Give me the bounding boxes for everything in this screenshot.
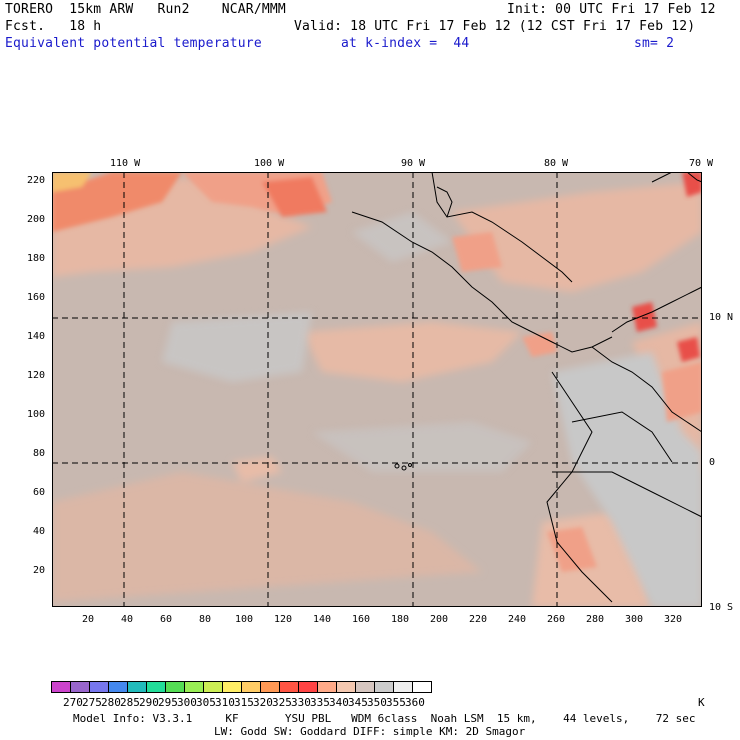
lat-label: 10 N [709, 312, 734, 323]
x-tick-label: 160 [352, 614, 371, 625]
colorbar-tick-label: 290 [139, 696, 159, 709]
colorbar-tick-label: 300 [177, 696, 197, 709]
colorbar-swatch [317, 681, 337, 693]
colorbar-tick-label: 340 [329, 696, 349, 709]
colorbar-swatch [355, 681, 375, 693]
map-plot [52, 172, 702, 607]
y-tick-label: 80 [32, 448, 45, 459]
lon-label: 80 W [544, 158, 569, 169]
y-tick-label: 20 [32, 565, 45, 576]
x-tick-label: 120 [274, 614, 293, 625]
y-tick-label: 140 [26, 331, 45, 342]
colorbar-tick-label: 285 [120, 696, 140, 709]
lon-label: 100 W [254, 158, 285, 169]
colorbar [51, 681, 432, 693]
x-tick-label: 260 [547, 614, 566, 625]
x-tick-label: 180 [391, 614, 410, 625]
colorbar-tick-label: 360 [405, 696, 425, 709]
colorbar-swatch [298, 681, 318, 693]
physics-info: LW: Godd SW: Goddard DIFF: simple KM: 2D… [214, 725, 526, 738]
colorbar-swatch [108, 681, 128, 693]
x-tick-label: 300 [625, 614, 644, 625]
colorbar-swatch [70, 681, 90, 693]
colorbar-tick-label: 280 [101, 696, 121, 709]
x-tick-label: 200 [430, 614, 449, 625]
colorbar-tick-label: 270 [63, 696, 83, 709]
colorbar-tick-label: 350 [367, 696, 387, 709]
lon-label: 110 W [110, 158, 141, 169]
y-tick-label: 120 [26, 370, 45, 381]
colorbar-unit: K [698, 696, 705, 709]
colorbar-swatch [165, 681, 185, 693]
forecast-hour: Fcst. 18 h [5, 19, 102, 34]
level-index: at k-index = 44 [341, 36, 470, 51]
y-tick-label: 60 [32, 487, 45, 498]
colorbar-swatch [241, 681, 261, 693]
field-high-spots [52, 172, 702, 572]
colorbar-swatch [412, 681, 432, 693]
colorbar-swatch [146, 681, 166, 693]
coastlines [351, 172, 702, 603]
lat-label: 0 [709, 457, 716, 468]
map-field-svg [52, 172, 702, 607]
y-tick-label: 40 [32, 526, 45, 537]
lon-label: 70 W [689, 158, 714, 169]
y-tick-label: 180 [26, 253, 45, 264]
x-tick-label: 100 [235, 614, 254, 625]
x-tick-label: 80 [199, 614, 212, 625]
colorbar-swatch [279, 681, 299, 693]
colorbar-tick-label: 315 [234, 696, 254, 709]
colorbar-tick-label: 320 [253, 696, 273, 709]
colorbar-swatch [184, 681, 204, 693]
x-tick-label: 320 [664, 614, 683, 625]
x-tick-label: 140 [313, 614, 332, 625]
init-time: Init: 00 UTC Fri 17 Feb 12 [507, 2, 716, 17]
x-tick-label: 60 [160, 614, 173, 625]
colorbar-swatch [89, 681, 109, 693]
valid-time: Valid: 18 UTC Fri 17 Feb 12 (12 CST Fri … [294, 19, 696, 34]
header-title: TORERO 15km ARW Run2 NCAR/MMM [5, 2, 286, 17]
x-tick-label: 220 [469, 614, 488, 625]
colorbar-tick-label: 355 [386, 696, 406, 709]
colorbar-tick-label: 305 [196, 696, 216, 709]
x-tick-label: 40 [121, 614, 134, 625]
lon-label: 90 W [401, 158, 426, 169]
colorbar-tick-label: 295 [158, 696, 178, 709]
colorbar-swatch [260, 681, 280, 693]
model-info: Model Info: V3.3.1 KF YSU PBL WDM 6class… [73, 712, 696, 725]
colorbar-tick-label: 275 [82, 696, 102, 709]
colorbar-swatch [393, 681, 413, 693]
y-tick-label: 100 [26, 409, 45, 420]
colorbar-swatch [51, 681, 71, 693]
colorbar-tick-label: 330 [291, 696, 311, 709]
colorbar-tick-label: 345 [348, 696, 368, 709]
y-tick-label: 220 [26, 175, 45, 186]
x-tick-label: 240 [508, 614, 527, 625]
smoothing: sm= 2 [634, 36, 675, 51]
colorbar-swatch [127, 681, 147, 693]
x-tick-label: 20 [82, 614, 95, 625]
colorbar-swatch [222, 681, 242, 693]
x-tick-label: 280 [586, 614, 605, 625]
plot-border [52, 172, 702, 607]
colorbar-tick-label: 335 [310, 696, 330, 709]
lat-lon-grid [52, 172, 702, 607]
colorbar-tick-label: 325 [272, 696, 292, 709]
colorbar-swatch [336, 681, 356, 693]
lat-label: 10 S [709, 602, 734, 613]
colorbar-swatch [203, 681, 223, 693]
field-name: Equivalent potential temperature [5, 36, 262, 51]
y-tick-label: 200 [26, 214, 45, 225]
colorbar-swatch [374, 681, 394, 693]
field-350-regions [162, 212, 702, 607]
colorbar-tick-label: 310 [215, 696, 235, 709]
y-tick-label: 160 [26, 292, 45, 303]
